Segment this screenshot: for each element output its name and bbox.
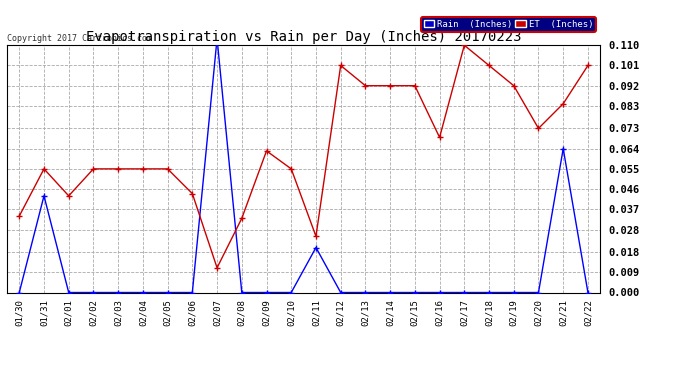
Text: Copyright 2017 Cartronics.com: Copyright 2017 Cartronics.com (7, 33, 152, 42)
Title: Evapotranspiration vs Rain per Day (Inches) 20170223: Evapotranspiration vs Rain per Day (Inch… (86, 30, 522, 44)
Legend: Rain  (Inches), ET  (Inches): Rain (Inches), ET (Inches) (421, 17, 595, 32)
